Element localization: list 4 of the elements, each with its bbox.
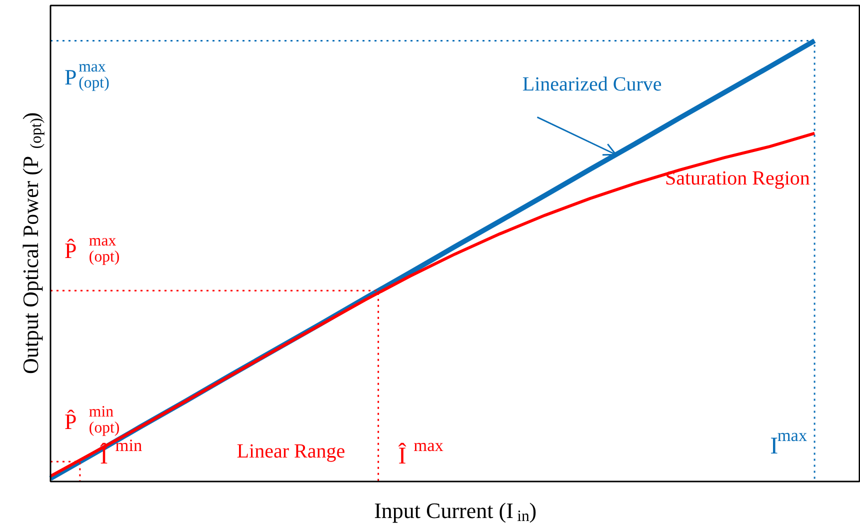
series-label: Saturation Region — [664, 167, 810, 190]
annotation: Linear Range — [236, 440, 346, 462]
y-axis-title: Output Optical Power (P(opt)) — [18, 112, 46, 374]
series-label: Linearized Curve — [522, 74, 662, 96]
